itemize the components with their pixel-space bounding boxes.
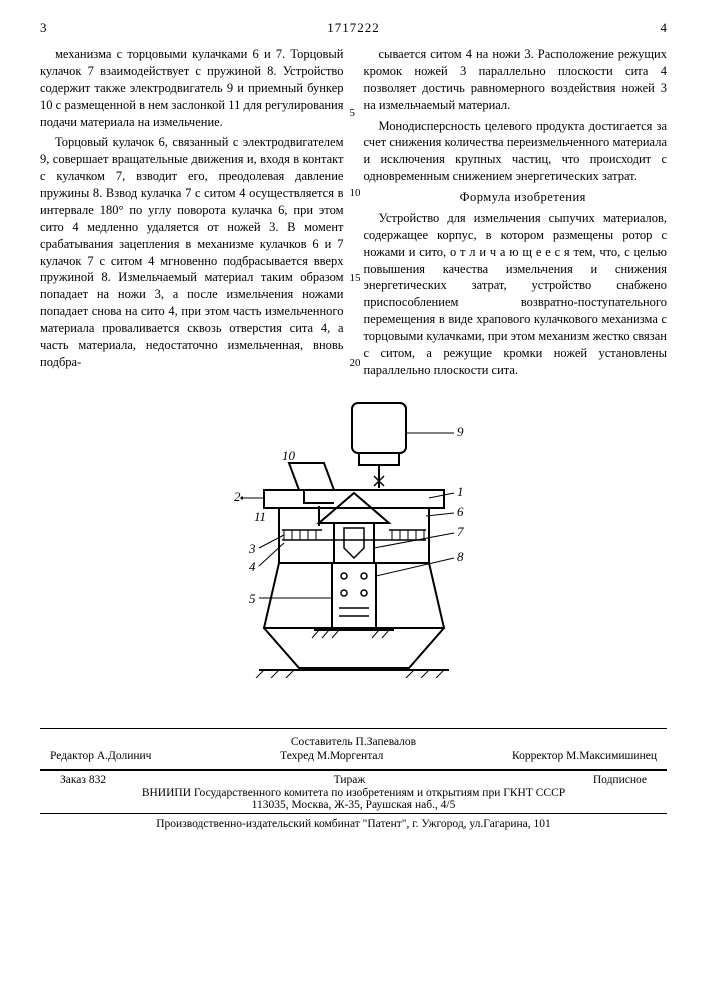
footer-addr: 113035, Москва, Ж-35, Раушская наб., 4/5 [50, 799, 657, 811]
figure-label: 11 [254, 509, 266, 524]
sostavitel: Составитель П.Запевалов [291, 736, 416, 748]
footer-credits: Составитель П.Запевалов Редактор А.Долин… [40, 728, 667, 770]
paragraph: сывается ситом 4 на ножи 3. Расположение… [364, 46, 668, 114]
redaktor: Редактор А.Долинич [50, 750, 151, 762]
right-column: 5 10 15 20 сывается ситом 4 на ножи 3. Р… [364, 46, 668, 383]
figure-label: 4 [249, 559, 256, 574]
podpisnoe: Подписное [593, 774, 647, 786]
figure-label: 6 [457, 504, 464, 519]
paragraph: Монодисперсность целевого продукта дости… [364, 118, 668, 186]
figure-label: 2 [234, 489, 241, 504]
figure-label: 10 [282, 448, 296, 463]
tirazh: Тираж [334, 774, 366, 786]
text-columns: механизма с торцовыми кулачками 6 и 7. Т… [40, 46, 667, 383]
zakaz: Заказ 832 [60, 774, 106, 786]
device-diagram: 10 2 11 3 4 5 9 1 6 7 8 [204, 398, 504, 678]
formula-title: Формула изобретения [364, 189, 668, 206]
line-number: 5 [350, 106, 356, 121]
figure-label: 9 [457, 424, 464, 439]
document-number: 1717222 [47, 20, 661, 36]
korrektor: Корректор М.Максимишинец [512, 750, 657, 762]
figure-label: 1 [457, 484, 464, 499]
line-number: 15 [350, 271, 361, 286]
paragraph: механизма с торцовыми кулачками 6 и 7. Т… [40, 46, 344, 130]
left-column: механизма с торцовыми кулачками 6 и 7. Т… [40, 46, 344, 383]
figure-label: 8 [457, 549, 464, 564]
paragraph: Торцовый кулачок 6, связанный с электрод… [40, 134, 344, 370]
page-right: 4 [661, 20, 668, 36]
footer-print: Производственно-издательский комбинат "П… [40, 814, 667, 834]
footer-org: ВНИИПИ Государственного комитета по изоб… [50, 787, 657, 799]
figure-label: 7 [457, 524, 464, 539]
figure-label: 5 [249, 591, 256, 606]
page: 3 1717222 4 механизма с торцовыми кулачк… [0, 0, 707, 844]
header: 3 1717222 4 [40, 20, 667, 36]
figure-label: 3 [248, 541, 256, 556]
line-number: 20 [350, 356, 361, 371]
line-number: 10 [350, 186, 361, 201]
paragraph: Устройство для измельчения сыпучих матер… [364, 210, 668, 379]
tehred: Техред М.Моргентал [280, 750, 383, 762]
footer-order: Заказ 832 Тираж Подписное ВНИИПИ Государ… [40, 770, 667, 814]
figure: 10 2 11 3 4 5 9 1 6 7 8 [40, 398, 667, 678]
